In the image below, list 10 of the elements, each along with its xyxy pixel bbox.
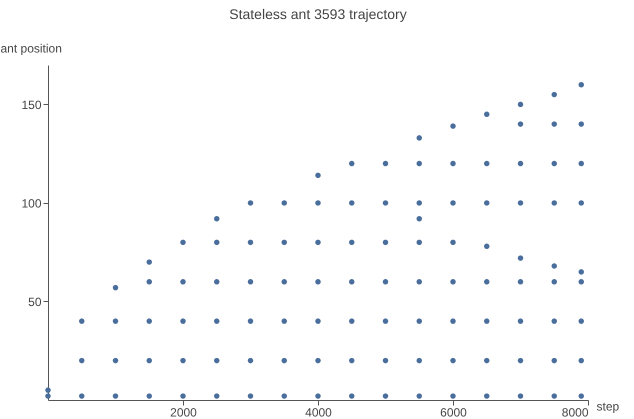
y-tick-label: 50 bbox=[28, 294, 42, 309]
x-axis-title: step bbox=[596, 400, 620, 414]
y-tick-label: 100 bbox=[21, 196, 42, 210]
y-axis-title: ant position bbox=[0, 42, 62, 56]
x-tick-label: 2000 bbox=[170, 406, 198, 419]
x-tick-label: 4000 bbox=[305, 406, 332, 419]
y-tick-label: 150 bbox=[21, 98, 42, 112]
x-tick-label: 8000 bbox=[562, 406, 589, 419]
chart-title: Stateless ant 3593 trajectory bbox=[229, 6, 407, 22]
x-tick-label: 6000 bbox=[440, 406, 468, 419]
